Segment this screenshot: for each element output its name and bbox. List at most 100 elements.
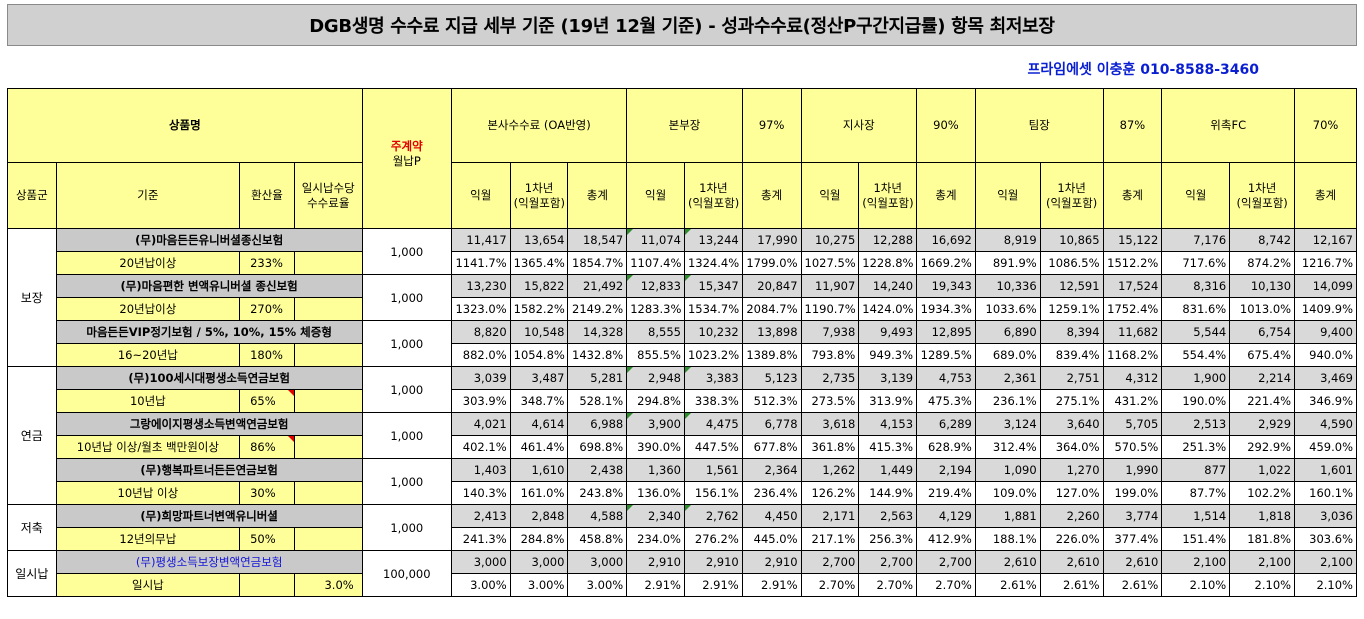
percent-cell: 1168.2% <box>1102 343 1163 367</box>
percent-cell: 891.9% <box>974 251 1041 275</box>
amount-cell: 4,590 <box>1294 412 1357 436</box>
percent-cell: 2.61% <box>974 573 1041 597</box>
percent-cell: 161.0% <box>509 481 569 505</box>
header-monthly-premium-label: 월납P <box>392 154 421 168</box>
amount-cell: 19,343 <box>916 274 976 298</box>
amount-cell: 3,000 <box>509 550 569 574</box>
criteria-cell: 20년납이상 <box>55 297 241 321</box>
percent-cell: 199.0% <box>1102 481 1163 505</box>
header-sub-first-year: 1차년 (익월포함) <box>509 162 569 229</box>
header-sub-label: 1차년 <box>1057 180 1086 195</box>
amount-cell: 5,705 <box>1102 412 1163 436</box>
amount-cell: 4,129 <box>916 504 976 528</box>
header-sub-total: 총계 <box>1102 162 1163 229</box>
header-group: 상품군 <box>7 162 57 229</box>
amount-cell: 1,262 <box>800 458 860 482</box>
lump-fee-cell <box>293 435 363 459</box>
header-sub-label: 익월 <box>819 188 841 202</box>
percent-cell: 2.91% <box>683 573 743 597</box>
amount-cell: 7,176 <box>1161 228 1231 252</box>
percent-cell: 1854.7% <box>567 251 628 275</box>
percent-cell: 390.0% <box>626 435 685 459</box>
percent-cell: 855.5% <box>626 343 685 367</box>
amount-cell: 11,682 <box>1102 320 1163 344</box>
amount-cell: 3,640 <box>1039 412 1104 436</box>
percent-cell: 2.70% <box>916 573 976 597</box>
percent-cell: 1389.8% <box>741 343 802 367</box>
amount-cell: 4,021 <box>450 412 511 436</box>
lump-fee-cell <box>293 527 363 551</box>
amount-cell: 9,493 <box>858 320 918 344</box>
amount-cell: 4,588 <box>567 504 628 528</box>
criteria-row: 20년납이상 270% 1323.0% 1582.2% 2149.2% 1283.3% 15… <box>8 297 1357 321</box>
amount-cell: 3,774 <box>1102 504 1163 528</box>
percent-cell: 219.4% <box>916 481 976 505</box>
conversion-rate-cell: 233% <box>239 251 295 275</box>
percent-cell: 1107.4% <box>626 251 685 275</box>
percent-cell: 458.8% <box>567 527 628 551</box>
percent-cell: 377.4% <box>1102 527 1163 551</box>
amount-cell: 4,450 <box>741 504 802 528</box>
criteria-row: 10년납 이상/월초 백만원이상 86% 402.1% 461.4% 698.8% 390… <box>8 435 1357 459</box>
amount-cell: 10,130 <box>1229 274 1296 298</box>
header-product-name: 상품명 <box>7 88 363 163</box>
percent-cell: 181.8% <box>1229 527 1296 551</box>
percent-cell: 1934.3% <box>916 297 976 321</box>
header-sub-label: (익월포함) <box>1236 195 1288 210</box>
criteria-row: 16~20년납 180% 882.0% 1054.8% 1432.8% 855.5% 102… <box>8 343 1357 367</box>
header-section-fc-pct: 70% <box>1294 88 1357 163</box>
amount-cell: 14,328 <box>567 320 628 344</box>
criteria-cell: 일시납 <box>55 573 241 597</box>
product-name: (무)100세시대평생소득연금보험 <box>55 366 363 390</box>
percent-cell: 1027.5% <box>800 251 860 275</box>
amount-cell: 18,547 <box>567 228 628 252</box>
amount-cell: 2,100 <box>1294 550 1357 574</box>
amount-cell: 2,413 <box>450 504 511 528</box>
header-sub-label: 익월 <box>645 188 667 202</box>
amount-cell: 10,865 <box>1039 228 1104 252</box>
percent-cell: 1432.8% <box>567 343 628 367</box>
percent-cell: 2.70% <box>800 573 860 597</box>
percent-cell: 528.1% <box>567 389 628 413</box>
amount-cell: 1,270 <box>1039 458 1104 482</box>
product-row: 일시납 (무)평생소득보장변액연금보험 100,000 3,000 3,000 3,000… <box>7 550 1357 597</box>
header-sub-next-month: 익월 <box>450 162 511 229</box>
percent-cell: 312.4% <box>974 435 1041 459</box>
amount-cell: 2,364 <box>741 458 802 482</box>
product-name: (무)마음든든유니버셜종신보험 <box>55 228 363 252</box>
percent-cell: 303.9% <box>450 389 511 413</box>
percent-cell: 276.2% <box>683 527 743 551</box>
amount-cell: 14,099 <box>1294 274 1357 298</box>
percent-cell: 127.0% <box>1039 481 1104 505</box>
percent-cell: 831.6% <box>1161 297 1231 321</box>
percent-cell: 793.8% <box>800 343 860 367</box>
percent-cell: 1283.3% <box>626 297 685 321</box>
criteria-cell: 16~20년납 <box>55 343 241 367</box>
header-sub-total: 총계 <box>567 162 628 229</box>
product-name: (무)희망파트너변액유니버셜 <box>55 504 363 528</box>
percent-cell: 256.3% <box>858 527 918 551</box>
percent-cell: 402.1% <box>450 435 511 459</box>
product-row: 보장 (무)마음든든유니버셜종신보험 1,000 11,417 13,654 18,547… <box>7 228 1357 367</box>
amount-cell: 12,895 <box>916 320 976 344</box>
amount-cell: 2,194 <box>916 458 976 482</box>
group-label: 연금 <box>7 366 57 505</box>
percent-cell: 1023.2% <box>683 343 743 367</box>
amount-cell: 11,907 <box>800 274 860 298</box>
percent-cell: 348.7% <box>509 389 569 413</box>
amount-cell: 3,487 <box>509 366 569 390</box>
header-section-fc: 위촉FC <box>1161 88 1296 163</box>
amount-cell: 3,139 <box>858 366 918 390</box>
page-title: DGB생명 수수료 지급 세부 기준 (19년 12월 기준) - 성과수수료(… <box>7 4 1357 46</box>
amount-cell: 1,610 <box>509 458 569 482</box>
amount-cell: 3,039 <box>450 366 511 390</box>
amount-cell: 877 <box>1161 458 1231 482</box>
contact-info: 프라임에셋 이충훈 010-8588-3460 <box>1027 62 1259 78</box>
percent-cell: 156.1% <box>683 481 743 505</box>
header-sub-label: 익월 <box>1185 188 1207 202</box>
criteria-row: 10년납 65% 303.9% 348.7% 528.1% 294.8% 338.3% 512… <box>8 389 1357 413</box>
header-section-hq: 본사수수료 (OA반영) <box>450 88 628 163</box>
percent-cell: 102.2% <box>1229 481 1296 505</box>
percent-cell: 2.10% <box>1229 573 1296 597</box>
percent-cell: 1054.8% <box>509 343 569 367</box>
